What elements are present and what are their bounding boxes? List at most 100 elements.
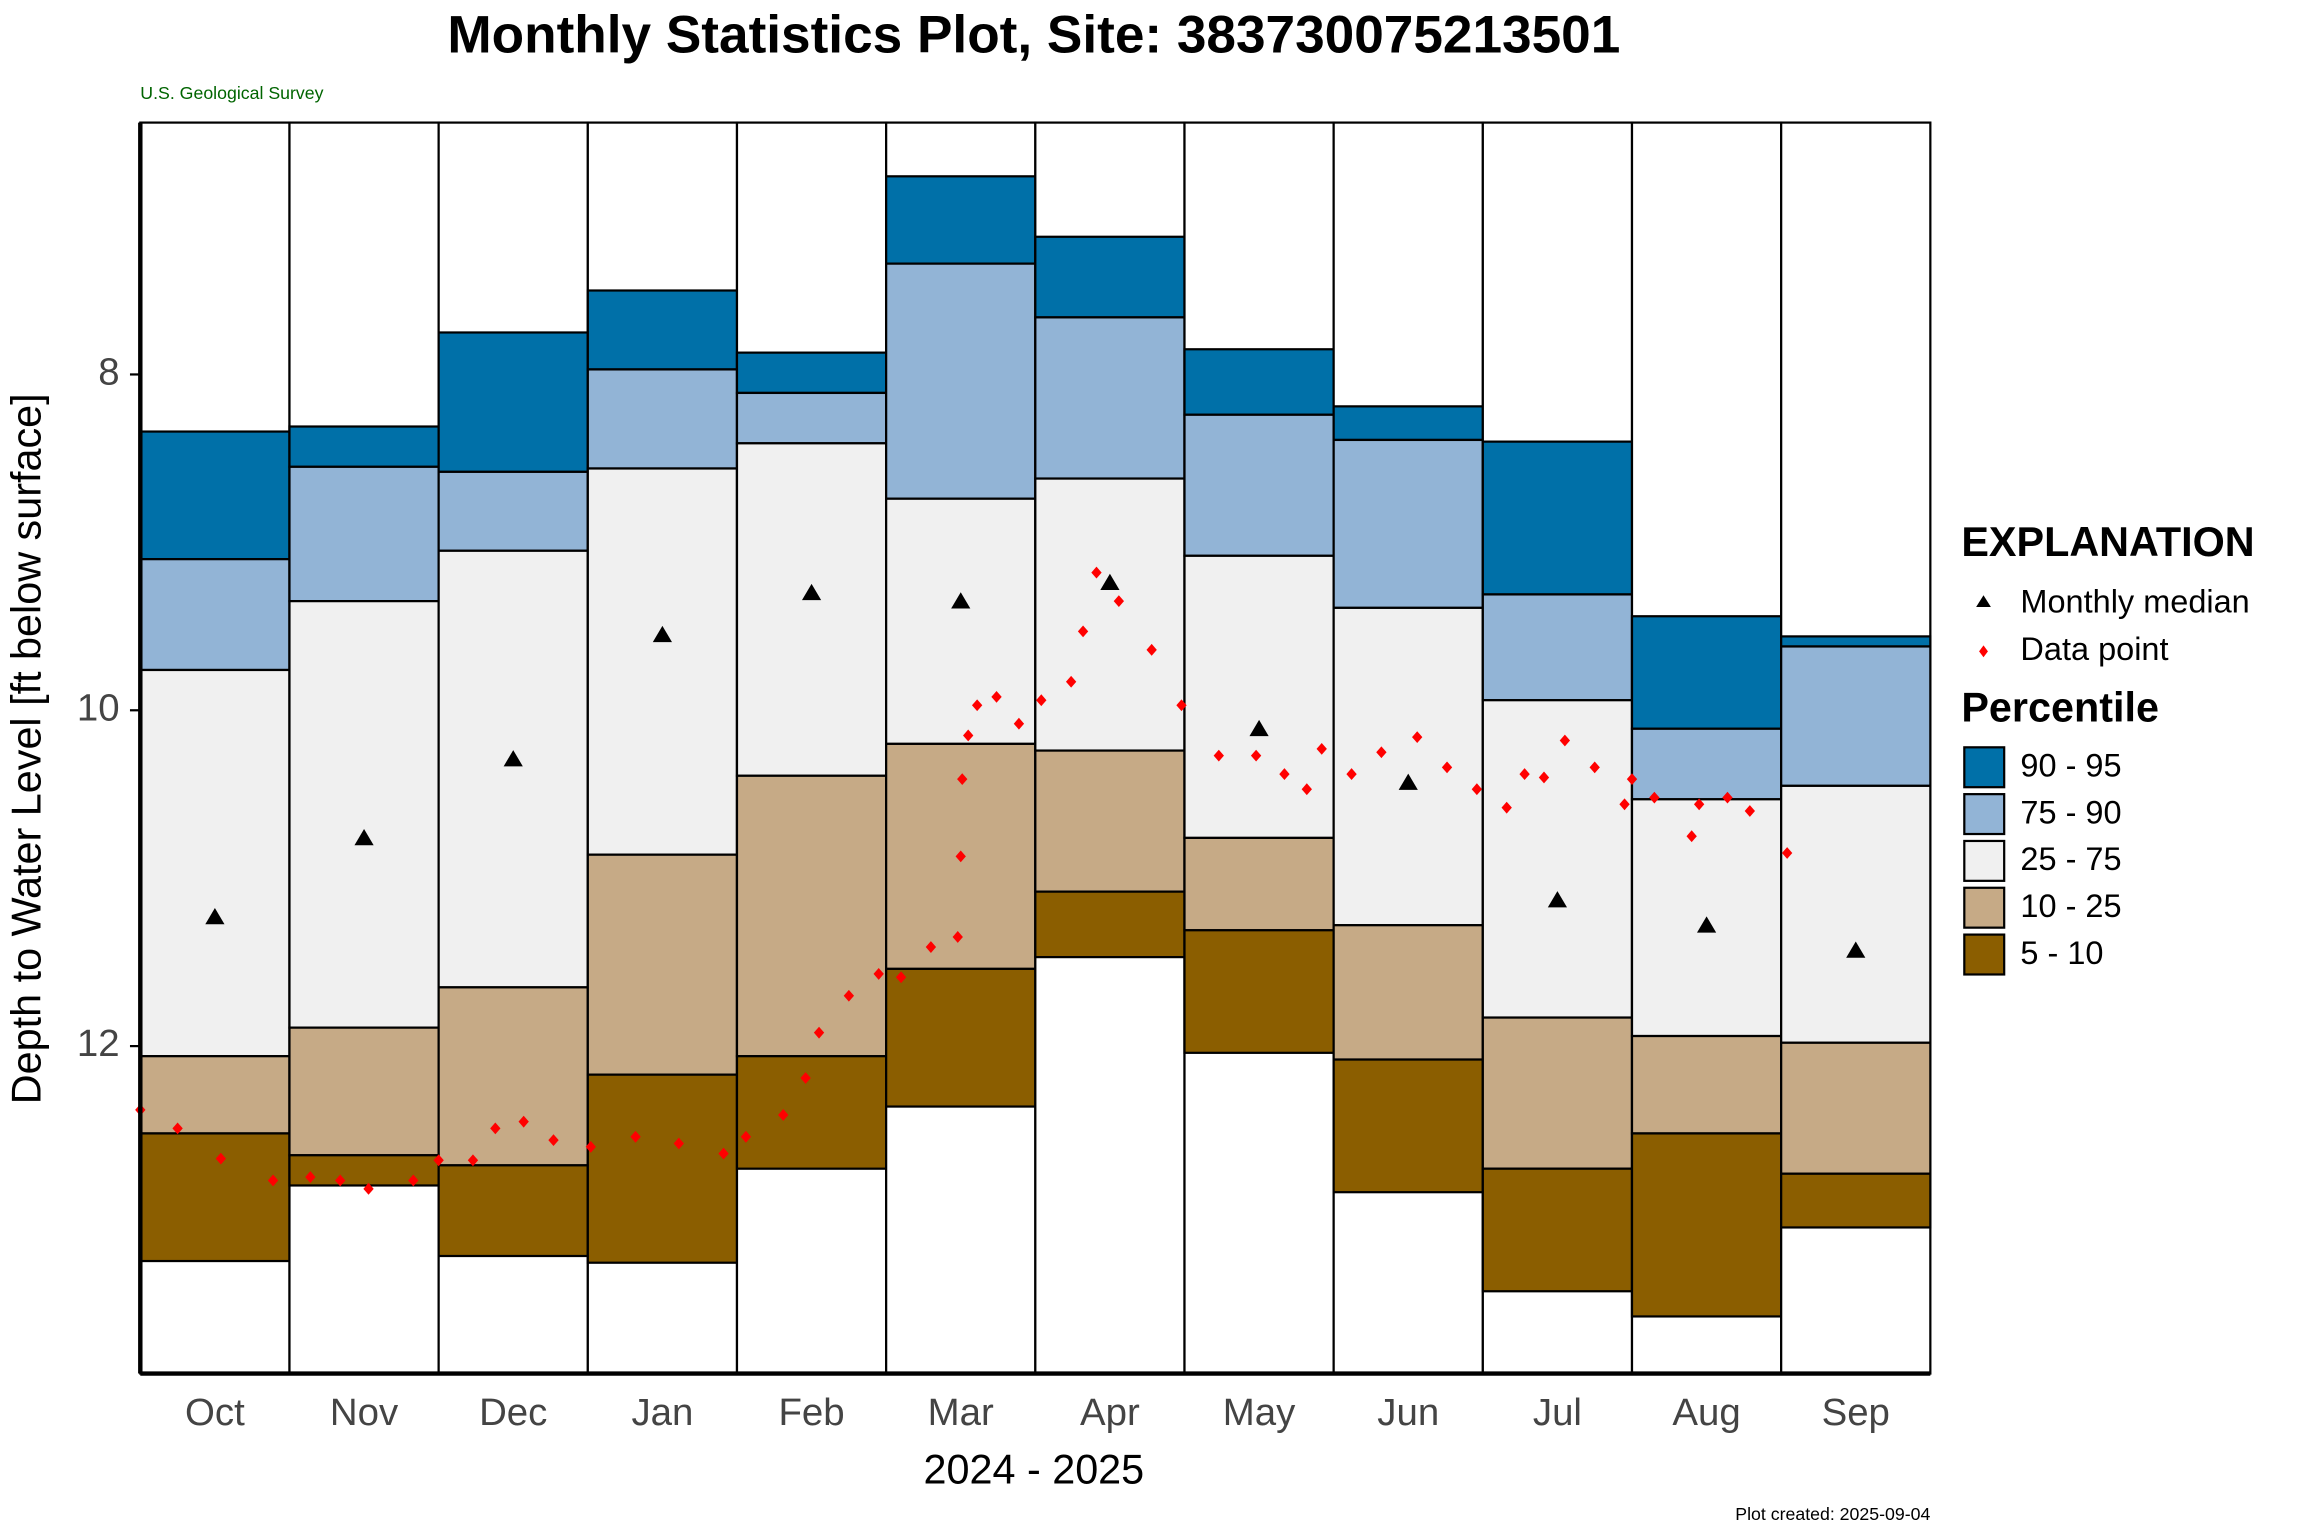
percentile-band bbox=[1034, 235, 1186, 319]
percentile-band bbox=[1332, 438, 1484, 609]
data-point bbox=[1538, 771, 1550, 784]
data-point bbox=[1619, 798, 1630, 811]
data-point bbox=[1686, 830, 1697, 843]
legend-swatch bbox=[1963, 933, 2006, 976]
percentile-band bbox=[1481, 593, 1634, 702]
legend-swatch bbox=[1963, 793, 2006, 836]
data-point bbox=[433, 1154, 444, 1167]
data-point bbox=[1279, 768, 1290, 780]
percentile-band bbox=[885, 967, 1037, 1108]
percentile-band bbox=[586, 853, 739, 1076]
data-point bbox=[673, 1137, 684, 1150]
legend-label: 10 - 25 bbox=[2020, 888, 2121, 924]
data-point bbox=[518, 1115, 529, 1128]
percentile-band bbox=[586, 467, 739, 856]
percentile-band bbox=[139, 1055, 291, 1135]
data-point bbox=[1589, 761, 1600, 774]
percentile-band bbox=[885, 175, 1037, 265]
percentile-band bbox=[1332, 1058, 1484, 1194]
data-point bbox=[1036, 694, 1047, 707]
median-marker bbox=[951, 592, 971, 609]
percentile-band bbox=[139, 1132, 291, 1263]
percentile-band bbox=[437, 986, 589, 1167]
legend-label: Monthly median bbox=[2020, 584, 2249, 620]
data-point bbox=[1412, 731, 1423, 744]
legend-swatch bbox=[1963, 886, 2006, 929]
percentile-band bbox=[1034, 477, 1186, 752]
subtitle: U.S. Geological Survey bbox=[140, 83, 323, 103]
data-point bbox=[778, 1109, 789, 1121]
percentile-band bbox=[288, 600, 440, 1029]
legend-label: 25 - 75 bbox=[2020, 841, 2121, 877]
data-point bbox=[490, 1122, 501, 1135]
percentile-band bbox=[735, 1055, 888, 1170]
percentile-band bbox=[288, 1026, 440, 1157]
data-point bbox=[925, 941, 937, 953]
percentile-band bbox=[139, 558, 291, 672]
percentile-band bbox=[1183, 413, 1335, 557]
x-tick-label: Nov bbox=[330, 1391, 399, 1434]
percentile-band bbox=[1332, 606, 1484, 927]
data-point bbox=[1693, 798, 1705, 811]
x-tick-label: Mar bbox=[928, 1391, 994, 1434]
data-point bbox=[172, 1122, 183, 1135]
legend-label: 75 - 90 bbox=[2020, 794, 2121, 830]
median-marker bbox=[652, 625, 672, 643]
data-point bbox=[1626, 773, 1638, 786]
x-tick-label: Jan bbox=[631, 1391, 693, 1434]
legend-marker bbox=[1979, 645, 1988, 658]
percentile-band bbox=[139, 430, 291, 561]
x-tick-label: Sep bbox=[1822, 1391, 1890, 1434]
data-point bbox=[991, 690, 1002, 703]
median-marker bbox=[205, 907, 225, 925]
percentile-band bbox=[1183, 836, 1335, 932]
percentile-band bbox=[1034, 749, 1186, 893]
median-marker bbox=[1249, 719, 1269, 737]
percentile-band bbox=[1481, 440, 1634, 596]
percentile-band bbox=[1332, 924, 1484, 1061]
y-tick-label: 8 bbox=[98, 351, 119, 394]
data-point bbox=[305, 1171, 316, 1183]
percentile-band bbox=[1780, 1041, 1932, 1175]
percentile-band bbox=[735, 351, 888, 395]
data-point bbox=[800, 1072, 811, 1084]
percentile-band bbox=[1183, 554, 1335, 840]
legend-label: 90 - 95 bbox=[2020, 748, 2121, 784]
percentile-band bbox=[1780, 635, 1932, 648]
percentile-band bbox=[437, 331, 589, 473]
legend-marker bbox=[1976, 595, 1991, 608]
percentile-band bbox=[1481, 699, 1634, 1019]
percentile-band bbox=[735, 391, 888, 445]
chart-title: Monthly Statistics Plot, Site: 383730075… bbox=[447, 5, 1620, 64]
x-axis-label: 2024 - 2025 bbox=[923, 1446, 1144, 1492]
percentile-band bbox=[1630, 615, 1783, 730]
data-point bbox=[1744, 805, 1756, 817]
x-tick-label: Jun bbox=[1377, 1391, 1439, 1434]
x-tick-label: Aug bbox=[1672, 1391, 1740, 1434]
median-marker bbox=[1846, 941, 1866, 958]
data-point bbox=[1091, 566, 1102, 579]
legend-subtitle: Percentile bbox=[1961, 684, 2159, 730]
data-point bbox=[955, 850, 966, 863]
percentile-band bbox=[885, 497, 1037, 745]
data-point bbox=[1559, 734, 1571, 747]
percentile-band bbox=[586, 289, 739, 371]
percentile-band bbox=[288, 425, 440, 468]
percentile-band bbox=[288, 465, 440, 603]
y-tick-label: 12 bbox=[77, 1022, 120, 1065]
percentile-band bbox=[1630, 1132, 1783, 1318]
legend-swatch bbox=[1963, 839, 2006, 882]
data-point bbox=[363, 1182, 374, 1195]
data-point bbox=[873, 967, 884, 980]
data-point bbox=[467, 1154, 479, 1167]
percentile-band bbox=[1183, 348, 1335, 416]
data-point bbox=[1065, 675, 1077, 688]
percentile-band bbox=[1332, 405, 1484, 442]
percentile-band bbox=[735, 774, 888, 1058]
data-point bbox=[963, 729, 974, 742]
x-tick-label: May bbox=[1223, 1391, 1296, 1434]
data-point bbox=[1649, 791, 1660, 804]
percentile-band bbox=[1630, 727, 1783, 801]
data-point bbox=[1781, 847, 1793, 859]
percentile-band bbox=[1481, 1167, 1634, 1293]
